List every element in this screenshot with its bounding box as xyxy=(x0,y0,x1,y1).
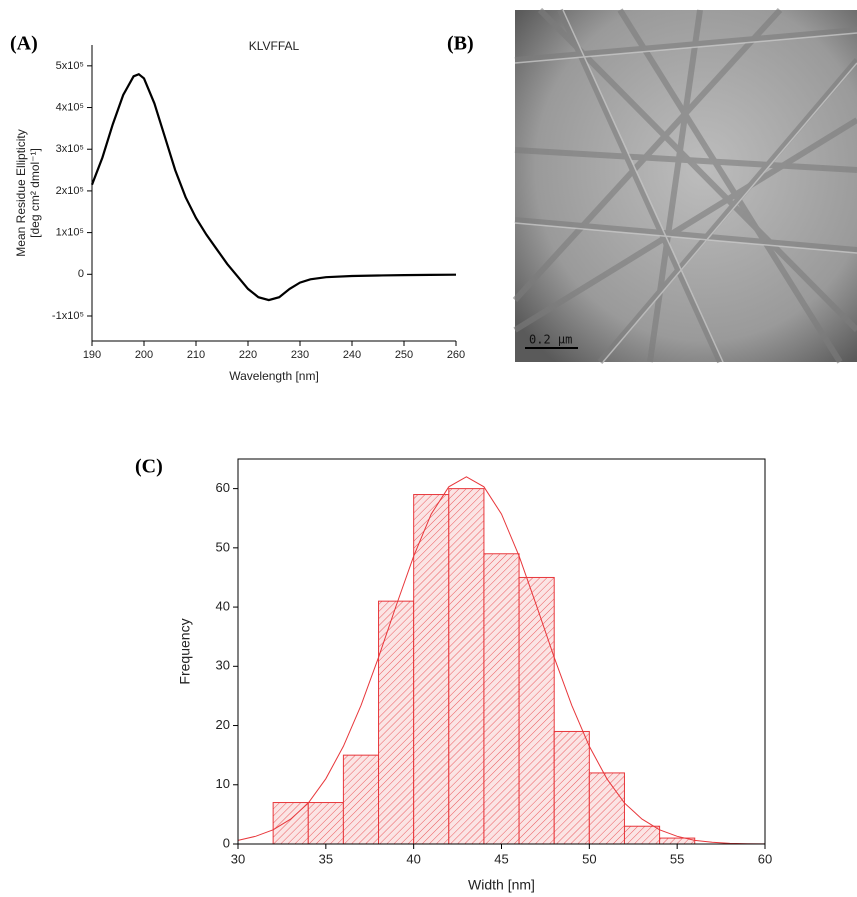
plot-frame xyxy=(237,458,766,845)
panel-label: (A) xyxy=(10,33,38,55)
x-tick-label: 200 xyxy=(135,349,153,361)
x-axis-label: Width [nm] xyxy=(468,877,535,893)
x-tick-label: 45 xyxy=(494,851,508,866)
x-tick-label: 220 xyxy=(239,349,257,361)
y-tick-label: 60 xyxy=(216,480,230,495)
x-axis-label: Wavelength [nm] xyxy=(229,369,319,383)
scale-bar-label: 0.2 μm xyxy=(529,333,572,347)
x-tick-label: 260 xyxy=(447,349,465,361)
plot-frame xyxy=(92,45,456,341)
x-tick-label: 40 xyxy=(406,851,420,866)
histogram-bar xyxy=(307,802,344,845)
x-tick-label: 35 xyxy=(319,851,333,866)
histogram-bar xyxy=(272,802,309,845)
y-tick-label: 20 xyxy=(216,717,230,732)
fit-curve xyxy=(237,476,766,845)
y-axis-label: [deg cm² dmol⁻¹] xyxy=(28,148,42,238)
y-tick-label: 0 xyxy=(223,835,230,850)
x-tick-label: 190 xyxy=(83,349,101,361)
histogram-bar xyxy=(553,730,590,845)
x-tick-label: 50 xyxy=(582,851,596,866)
histogram-bar xyxy=(518,576,555,845)
y-tick-label: -1x10⁵ xyxy=(52,310,84,322)
x-tick-label: 230 xyxy=(291,349,309,361)
y-tick-label: 30 xyxy=(216,658,230,673)
histogram-bar xyxy=(483,553,520,845)
y-tick-label: 0 xyxy=(78,268,84,280)
histogram-bar xyxy=(378,600,415,845)
y-axis-label: Frequency xyxy=(177,618,193,684)
y-axis-label: Mean Residue Ellipticity xyxy=(14,129,28,256)
x-tick-label: 55 xyxy=(670,851,684,866)
y-tick-label: 5x10⁵ xyxy=(56,60,84,72)
cd-curve xyxy=(90,72,457,302)
y-tick-label: 10 xyxy=(216,776,230,791)
histogram-bar xyxy=(623,825,661,845)
x-tick-label: 30 xyxy=(231,851,245,866)
x-tick-label: 210 xyxy=(187,349,205,361)
histogram-bar xyxy=(448,488,485,845)
x-tick-label: 60 xyxy=(758,851,772,866)
y-tick-label: 4x10⁵ xyxy=(56,101,84,113)
x-tick-label: 240 xyxy=(343,349,361,361)
chart-title: KLVFFAL xyxy=(249,39,300,53)
y-tick-label: 40 xyxy=(216,599,230,614)
y-tick-label: 1x10⁵ xyxy=(56,227,84,239)
x-tick-label: 250 xyxy=(395,349,413,361)
tem-image xyxy=(512,7,857,364)
y-tick-label: 3x10⁵ xyxy=(56,143,84,155)
panel-label: (B) xyxy=(447,33,474,55)
y-tick-label: 50 xyxy=(216,539,230,554)
histogram-bar xyxy=(413,494,450,845)
histogram-bar xyxy=(342,754,380,845)
panel-label: (C) xyxy=(135,456,163,478)
y-tick-label: 2x10⁵ xyxy=(56,185,84,197)
histogram-bar xyxy=(588,772,625,845)
